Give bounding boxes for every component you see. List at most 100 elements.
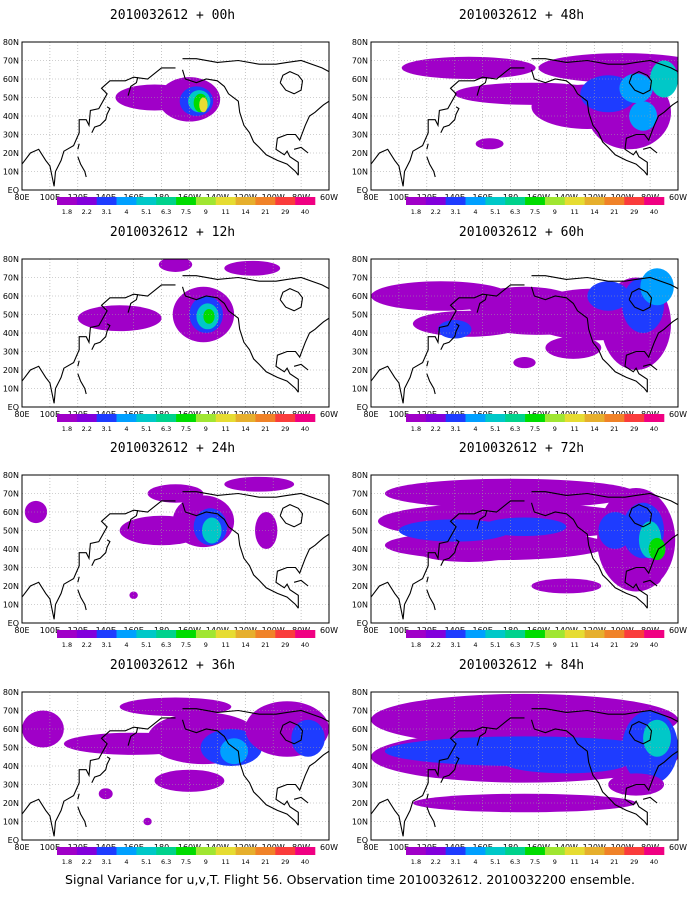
- colorbar-label: 21: [261, 208, 269, 216]
- colorbar-label: 14: [241, 208, 249, 216]
- y-tick-label: 10N: [3, 601, 19, 610]
- colorbar-label: 11: [571, 641, 579, 649]
- colorbar-swatch: [295, 630, 316, 638]
- colorbar-swatch: [544, 414, 566, 422]
- variance-map: EQ10N20N30N40N50N60N70N80N80E100E120E140…: [352, 471, 687, 649]
- y-tick-label: 10N: [352, 385, 368, 394]
- y-tick-label: 10N: [3, 385, 19, 394]
- coastline: [22, 67, 176, 187]
- colorbar-swatch: [445, 414, 466, 422]
- colorbar-swatch: [136, 847, 157, 855]
- panel-title: 2010032612 + 60h: [458, 225, 585, 240]
- colorbar-swatch: [96, 414, 117, 422]
- colorbar-swatch: [275, 414, 296, 422]
- coastline: [530, 719, 648, 826]
- colorbar-swatch: [215, 630, 236, 638]
- colorbar-label: 21: [261, 425, 269, 433]
- forecast-panel: 2010032612 + 24h EQ 10N 20N 30N 40N 50N 60N 70N…: [0, 433, 345, 658]
- y-tick-label: 60N: [3, 725, 19, 734]
- colorbar-label: 9: [204, 858, 208, 866]
- colorbar-swatch: [604, 630, 625, 638]
- y-tick-label: 20N: [3, 149, 19, 158]
- coastline: [77, 373, 87, 395]
- panel-title: 2010032612 + 72h: [458, 441, 585, 456]
- variance-region: [22, 710, 64, 748]
- y-tick-label: 70N: [3, 57, 19, 66]
- y-tick-label: 20N: [352, 799, 368, 808]
- y-tick-label: 40N: [3, 762, 19, 771]
- colorbar-swatch: [76, 847, 97, 855]
- colorbar-swatch: [96, 847, 117, 855]
- colorbar-swatch: [275, 847, 296, 855]
- colorbar-swatch: [485, 630, 506, 638]
- panel-title: 2010032612 + 84h: [458, 658, 585, 673]
- y-tick-label: 60N: [352, 75, 368, 84]
- coastlines: [371, 275, 678, 404]
- colorbar-label: 3.1: [101, 858, 111, 866]
- colorbar-swatch: [57, 414, 78, 422]
- coastline: [91, 539, 111, 566]
- colorbar-swatch: [57, 847, 78, 855]
- y-tick-label: 70N: [352, 707, 368, 716]
- coastlines: [22, 491, 329, 620]
- y-tick-label: 50N: [3, 527, 19, 536]
- coastline: [440, 323, 460, 350]
- colorbar-swatch: [255, 847, 276, 855]
- x-tick-label: 80E: [363, 843, 378, 852]
- colorbar-swatch: [564, 414, 585, 422]
- coastline: [530, 502, 648, 609]
- coastline: [77, 156, 87, 178]
- y-tick-label: 70N: [352, 490, 368, 499]
- colorbar-swatch: [425, 630, 446, 638]
- variance-field: [377, 478, 676, 594]
- coastline: [628, 720, 653, 745]
- colorbar-swatch: [505, 197, 526, 205]
- x-tick-label: 100E: [389, 626, 409, 635]
- y-tick-label: EQ: [357, 836, 368, 845]
- plot-frame: [370, 474, 679, 624]
- panel-title: 2010032612 + 12h: [109, 225, 236, 240]
- colorbar: 1.8 2.2 3.1 4 5.1 6.3 7.5 9 11 14 21 29 40: [57, 414, 316, 433]
- coastline: [624, 533, 678, 609]
- panel-title: 2010032612 + 36h: [109, 658, 236, 673]
- colorbar-swatch: [275, 630, 296, 638]
- variance-region: [203, 308, 215, 324]
- coastlines: [22, 58, 329, 187]
- variance-region: [640, 268, 674, 306]
- colorbar-swatch: [445, 197, 466, 205]
- coastline: [182, 58, 329, 73]
- forecast-panel: 2010032612 + 72h EQ 10N 20N 30N 40N 50N 60N 70N…: [349, 433, 694, 658]
- coastline: [476, 77, 488, 96]
- forecast-panel: 2010032612 + 84h EQ 10N 20N 30N 40N 50N 60N 70N…: [349, 650, 694, 875]
- colorbar-swatch: [195, 630, 217, 638]
- x-tick-label: 60W: [320, 410, 338, 419]
- coastline: [22, 717, 176, 837]
- colorbar-swatch: [195, 847, 217, 855]
- map-grid: [371, 42, 678, 190]
- colorbar-label: 4: [473, 208, 477, 216]
- colorbar-label: 5.1: [141, 858, 151, 866]
- colorbar-label: 7.5: [530, 425, 540, 433]
- colorbar-label: 2.2: [431, 641, 441, 649]
- colorbar-swatch: [255, 197, 276, 205]
- plot-frame: [370, 41, 679, 191]
- colorbar-swatch: [156, 630, 177, 638]
- colorbar-label: 9: [553, 641, 557, 649]
- coastline: [91, 756, 111, 783]
- y-tick-label: 80N: [352, 38, 368, 47]
- y-tick-label: 10N: [352, 168, 368, 177]
- y-tick-label: 50N: [3, 94, 19, 103]
- colorbar-label: 9: [204, 641, 208, 649]
- colorbar-label: 14: [590, 425, 598, 433]
- variance-region: [158, 259, 193, 272]
- colorbar-label: 3.1: [450, 425, 460, 433]
- coastline: [426, 156, 436, 178]
- colorbar-label: 9: [204, 425, 208, 433]
- colorbar-label: 14: [241, 641, 249, 649]
- coastline: [181, 502, 299, 609]
- y-tick-label: 60N: [3, 508, 19, 517]
- coastline: [628, 287, 653, 312]
- coastlines: [371, 491, 678, 620]
- y-tick-label: 80N: [3, 688, 19, 697]
- colorbar-label: 9: [553, 208, 557, 216]
